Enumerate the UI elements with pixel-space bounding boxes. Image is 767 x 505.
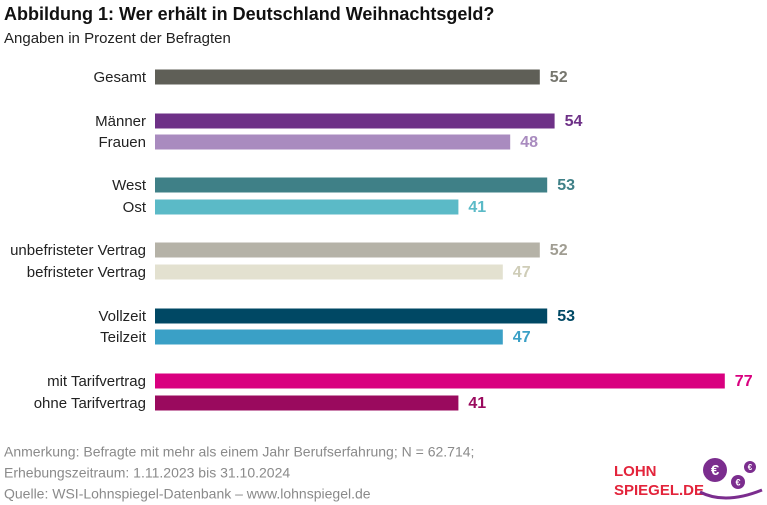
- category-label: Vollzeit: [98, 308, 146, 325]
- value-label: 41: [468, 199, 486, 216]
- bar: [155, 69, 540, 85]
- category-label: Ost: [123, 199, 147, 216]
- value-label: 52: [550, 242, 568, 259]
- bar: [155, 113, 555, 129]
- bar: [155, 308, 548, 324]
- bar: [155, 177, 548, 193]
- note: Erhebungszeitraum: 1.11.2023 bis 31.10.2…: [4, 465, 290, 481]
- logo: LOHN SPIEGEL.DE € € €: [614, 458, 763, 500]
- value-label: 53: [557, 177, 575, 194]
- note: Anmerkung: Befragte mit mehr als einem J…: [4, 444, 474, 460]
- category-label: befristeter Vertrag: [27, 264, 146, 281]
- value-label: 54: [565, 113, 583, 130]
- value-label: 41: [468, 395, 486, 412]
- chart-title: Abbildung 1: Wer erhält in Deutschland W…: [4, 4, 494, 24]
- logo-symbol: €: [748, 463, 753, 472]
- category-label: Teilzeit: [100, 329, 147, 346]
- value-label: 77: [735, 373, 753, 390]
- category-label: mit Tarifvertrag: [47, 373, 146, 390]
- logo-coin: [731, 475, 745, 489]
- bar: [155, 329, 503, 345]
- bar: [155, 264, 503, 280]
- logo-text: SPIEGEL.DE: [614, 482, 704, 499]
- bar: [155, 395, 459, 411]
- value-label: 48: [520, 134, 538, 151]
- bar: [155, 242, 540, 258]
- bar: [155, 134, 511, 150]
- value-label: 52: [550, 69, 568, 86]
- value-label: 53: [557, 308, 575, 325]
- chart-subtitle: Angaben in Prozent der Befragten: [4, 30, 231, 47]
- bar: [155, 199, 459, 215]
- logo-symbol: €: [711, 462, 720, 479]
- value-label: 47: [513, 329, 531, 346]
- category-label: Frauen: [98, 134, 146, 151]
- category-label: West: [112, 177, 147, 194]
- bar: [155, 373, 725, 389]
- logo-coin: [703, 458, 727, 482]
- category-label: Männer: [95, 113, 146, 130]
- category-label: Gesamt: [93, 69, 146, 86]
- logo-coin: [744, 461, 756, 473]
- category-label: unbefristeter Vertrag: [10, 242, 146, 259]
- value-label: 47: [513, 264, 531, 281]
- note: Quelle: WSI-Lohnspiegel-Datenbank – www.…: [4, 486, 371, 502]
- logo-text: LOHN: [614, 463, 657, 480]
- logo-swoosh: [699, 488, 763, 500]
- logo-symbol: €: [735, 477, 740, 487]
- category-label: ohne Tarifvertrag: [34, 395, 146, 412]
